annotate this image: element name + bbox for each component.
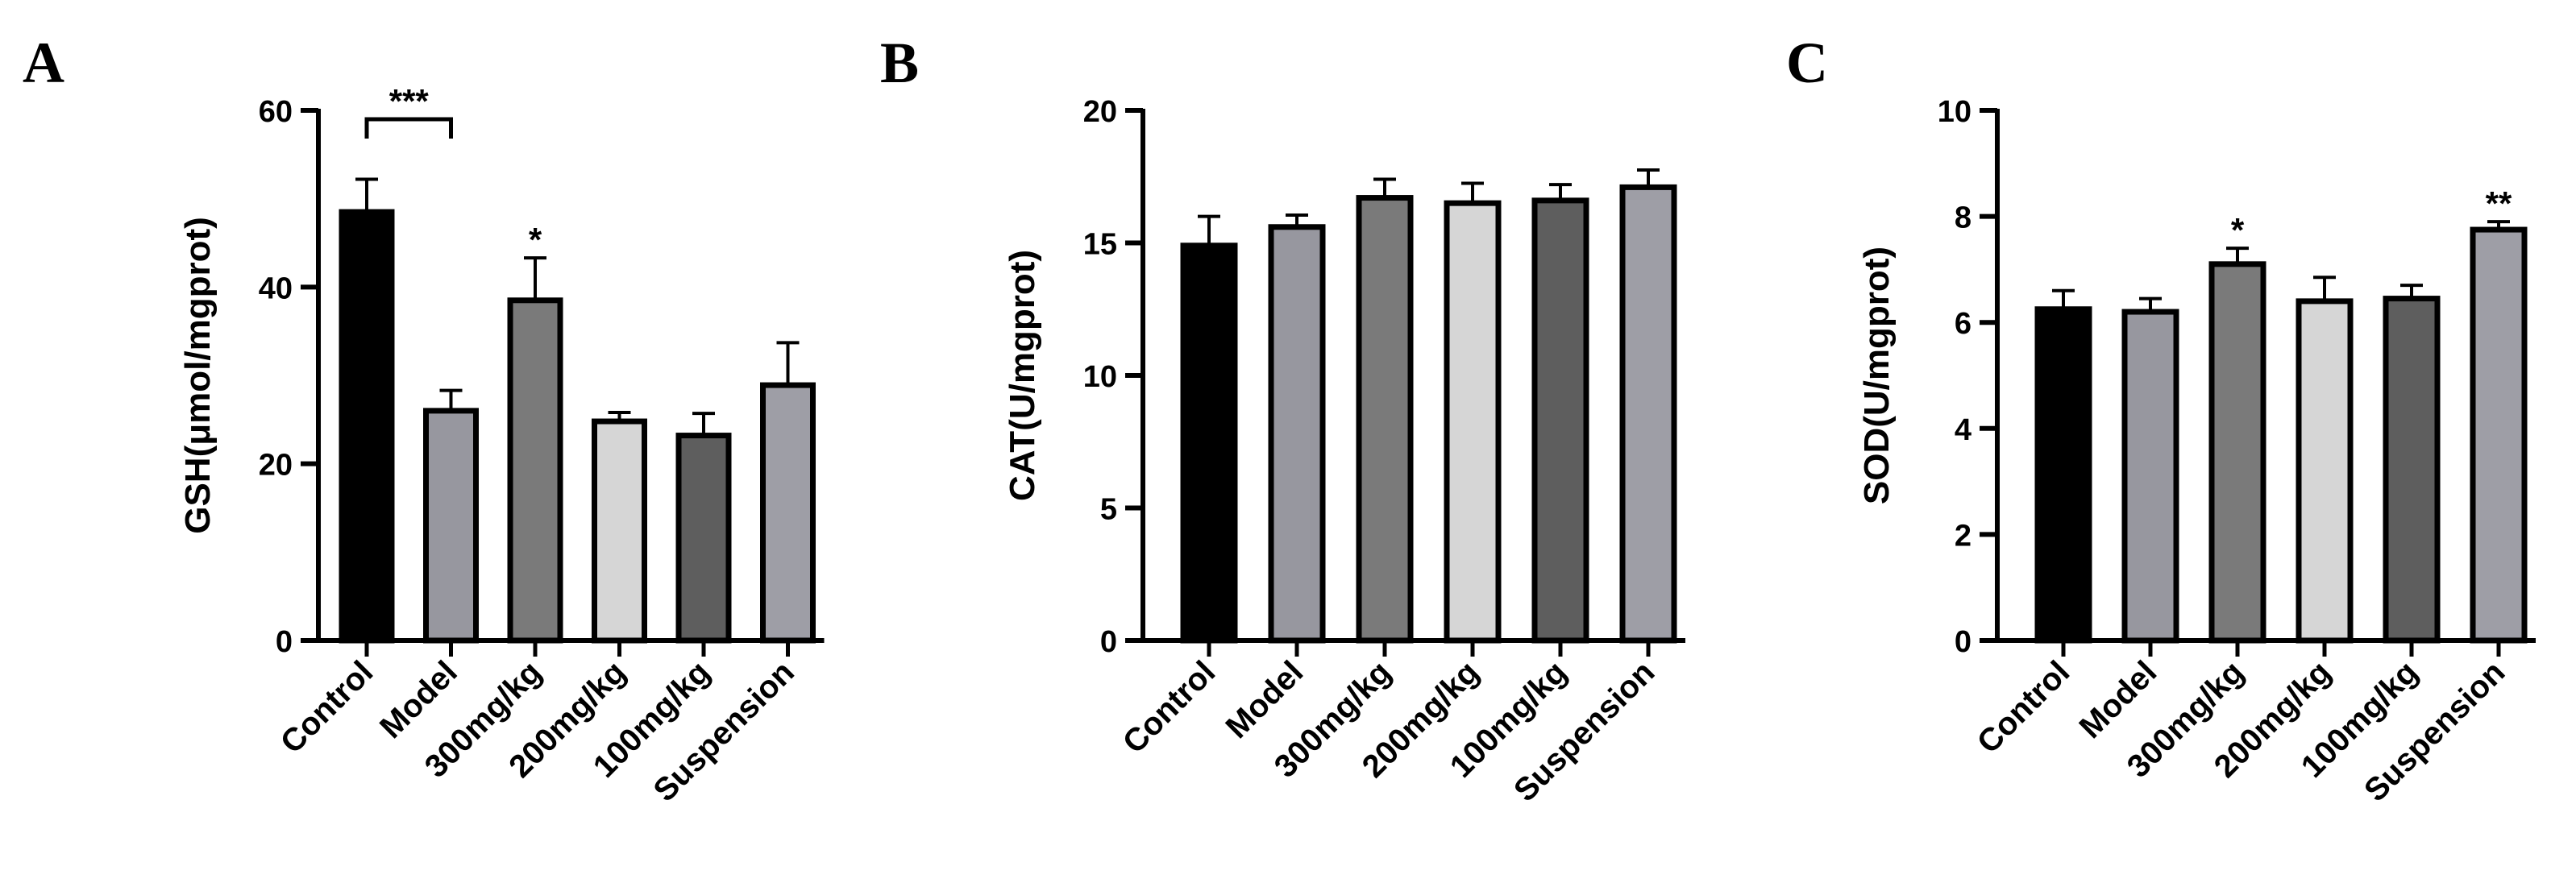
bar-100mg-kg	[2383, 296, 2441, 644]
bar-100mg-kg	[675, 433, 732, 644]
y-axis-title: CAT(U/mgprot)	[1003, 250, 1042, 501]
bar-suspension	[1619, 184, 1677, 644]
y-tick-label: 4	[1955, 413, 1971, 447]
significance-label: *	[529, 221, 542, 259]
error-bar	[2226, 247, 2249, 264]
y-axis-title: GSH(μmol/mgprot)	[178, 217, 218, 534]
bar-model	[1268, 224, 1326, 644]
y-tick-label: 40	[259, 271, 293, 305]
error-bar	[2052, 288, 2075, 309]
error-bar	[1549, 183, 1572, 201]
significance-bracket: ***	[364, 82, 453, 139]
error-bar	[2487, 220, 2510, 230]
y-tick-label: 6	[1955, 307, 1971, 341]
y-tick-label: 10	[1938, 95, 1971, 129]
y-tick-label: 0	[1955, 625, 1971, 659]
bar-control	[2034, 306, 2092, 644]
panel-letter: C	[1786, 31, 1828, 95]
error-bar	[524, 256, 546, 301]
error-bar	[1461, 181, 1484, 204]
chart-panel-c: C0246810ControlModel300mg/kg200mg/kg100m…	[1786, 31, 2536, 809]
panel-letter: B	[880, 31, 919, 95]
y-tick-label: 0	[1100, 625, 1117, 659]
significance-label: **	[2486, 184, 2512, 222]
significance-label: *	[2231, 211, 2245, 249]
bar-200mg-kg	[2296, 298, 2354, 644]
bar-control	[339, 209, 395, 644]
y-tick-label: 10	[1083, 360, 1117, 394]
error-bar	[1637, 168, 1660, 188]
bar-200mg-kg	[1444, 200, 1502, 644]
x-tick-label: Control	[274, 654, 380, 761]
bar-300mg-kg	[507, 297, 563, 644]
y-tick-label: 0	[276, 625, 293, 659]
y-tick-label: 20	[259, 449, 293, 483]
bar-100mg-kg	[1531, 197, 1589, 644]
x-tick-label: Control	[1971, 654, 2077, 761]
y-tick-label: 15	[1083, 228, 1117, 262]
x-tick-label: Control	[1116, 654, 1223, 761]
bar-300mg-kg	[1356, 195, 1414, 644]
chart-panel-a: A0204060ControlModel300mg/kg200mg/kg100m…	[23, 31, 825, 809]
bar-model	[2121, 309, 2179, 644]
bar-suspension	[760, 382, 816, 644]
significance-label: ***	[389, 82, 430, 120]
error-bar	[1286, 213, 1308, 227]
error-bar	[355, 177, 378, 213]
y-tick-label: 20	[1083, 95, 1117, 129]
error-bar	[608, 411, 631, 422]
bar-suspension	[2470, 226, 2528, 644]
chart-panel-b: B05101520ControlModel300mg/kg200mg/kg100…	[880, 31, 1685, 809]
y-tick-label: 60	[259, 95, 293, 129]
y-tick-label: 2	[1955, 519, 1971, 553]
error-bar	[1373, 177, 1396, 198]
bar-control	[1180, 242, 1238, 644]
error-bar	[439, 388, 463, 411]
y-tick-label: 5	[1100, 493, 1117, 527]
error-bar	[776, 341, 800, 386]
y-tick-label: 8	[1955, 201, 1971, 235]
error-bar	[1198, 214, 1220, 246]
bar-model	[423, 408, 479, 644]
y-axis-title: SOD(U/mgprot)	[1857, 247, 1897, 504]
error-bar	[2313, 276, 2336, 301]
error-bar	[2139, 296, 2162, 313]
error-bar	[692, 412, 715, 436]
panel-letter: A	[23, 31, 64, 95]
error-bar	[2400, 284, 2423, 299]
bar-200mg-kg	[592, 418, 647, 644]
bar-300mg-kg	[2208, 261, 2266, 644]
